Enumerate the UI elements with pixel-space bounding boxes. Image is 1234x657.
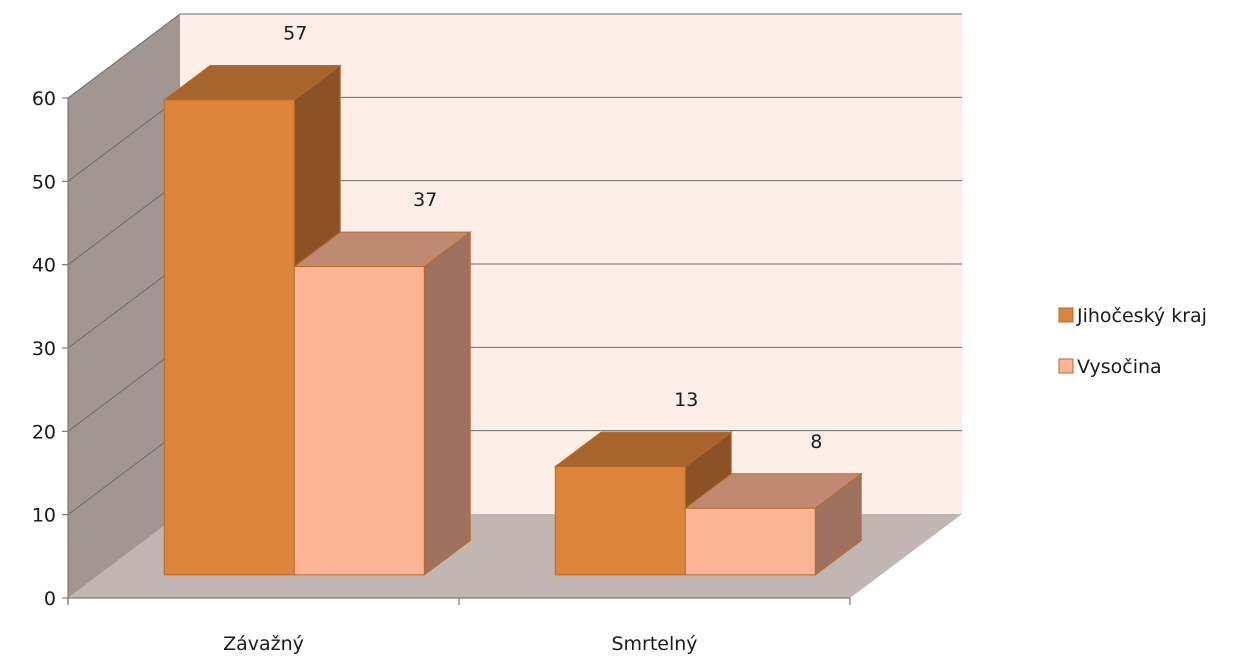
- axes: 0 10 20 30 40 50 60 Závažný Smrtelný: [32, 88, 851, 655]
- legend-swatch: [1058, 358, 1074, 374]
- data-label: 13: [674, 389, 698, 411]
- y-tick-label: 50: [32, 171, 56, 193]
- data-label: 57: [283, 22, 307, 44]
- y-tick-label: 20: [32, 421, 56, 443]
- y-tick-label: 10: [32, 505, 56, 527]
- gridline-side: [67, 263, 181, 349]
- bar: [163, 99, 295, 576]
- legend-label: Jihočeský kraj: [1076, 305, 1207, 327]
- data-label: 8: [810, 431, 822, 453]
- y-tick-label: 0: [44, 588, 56, 610]
- legend-swatch: [1058, 307, 1074, 323]
- data-labels: 57 37 13 8: [283, 22, 822, 452]
- bar: [554, 466, 686, 576]
- bar: [293, 266, 425, 576]
- gridline-side: [67, 180, 181, 266]
- x-tick-label: Smrtelný: [611, 633, 697, 655]
- legend: Jihočeský kraj Vysočina: [1058, 305, 1207, 378]
- y-tick-label: 40: [32, 255, 56, 277]
- gridline-side: [67, 96, 181, 182]
- gridline-side: [67, 430, 181, 516]
- gridline-side: [67, 346, 181, 432]
- gridline-side: [67, 13, 181, 99]
- bar-side: [423, 231, 471, 576]
- bars: [162, 64, 863, 576]
- data-label: 37: [413, 189, 437, 211]
- x-tick-label: Závažný: [223, 633, 304, 655]
- y-tick-label: 30: [32, 338, 56, 360]
- legend-label: Vysočina: [1077, 356, 1162, 378]
- bar: [684, 507, 816, 576]
- y-tick-label: 60: [32, 88, 56, 110]
